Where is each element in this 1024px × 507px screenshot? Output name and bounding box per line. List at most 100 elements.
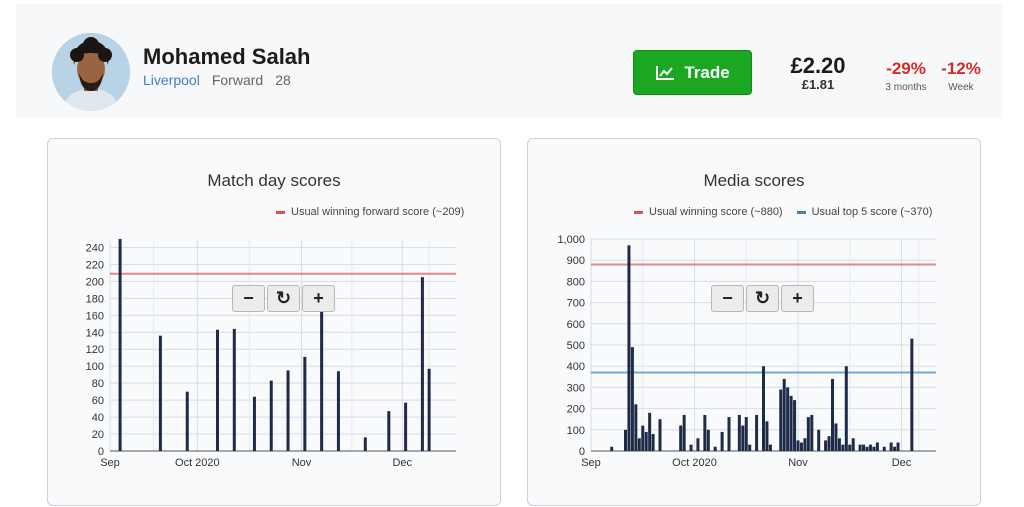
data-bar [737, 414, 741, 451]
data-bar [889, 442, 893, 451]
data-bar [893, 446, 897, 451]
legend-item[interactable]: Usual top 5 score (~370) [796, 206, 932, 218]
data-bar [824, 440, 828, 451]
x-tick-label: Dec [392, 457, 412, 469]
data-bar [744, 417, 748, 451]
y-tick-label: 220 [86, 259, 104, 271]
data-bar [755, 414, 759, 451]
data-bar [706, 429, 710, 451]
y-tick-label: 500 [567, 340, 585, 352]
data-bar [118, 239, 122, 451]
player-position: Forward [211, 72, 264, 88]
x-tick-label: Sep [100, 457, 120, 469]
y-tick-label: 200 [86, 276, 104, 288]
zoom-in-button[interactable]: + [781, 285, 814, 312]
media-chart[interactable]: 0 100 200 300 400 500 600 700 800 900 1,000 Sep Oct … [528, 139, 982, 507]
y-tick-label: 140 [86, 327, 104, 339]
data-bar [696, 438, 700, 451]
y-tick-label: 40 [92, 412, 104, 424]
y-tick-label: 20 [92, 429, 104, 441]
x-tick-label: Oct 2020 [672, 457, 717, 469]
data-bar [630, 347, 634, 451]
trade-button-label: Trade [684, 62, 730, 82]
zoom-out-button[interactable]: − [711, 285, 744, 312]
data-bar [252, 396, 256, 451]
data-bar [651, 434, 655, 451]
data-bar [782, 378, 786, 451]
data-bar [682, 414, 686, 451]
legend-swatch [796, 210, 806, 214]
data-bar [741, 425, 745, 451]
player-meta: Liverpool Forward 28 [143, 72, 291, 88]
data-bar [420, 277, 424, 451]
media-zoom-controls: − ↻ + [711, 285, 814, 312]
y-tick-label: 160 [86, 310, 104, 322]
data-bar [727, 417, 731, 451]
y-tick-label: 240 [86, 242, 104, 254]
y-tick-label: 0 [98, 446, 104, 458]
media-legend: Usual winning score (~880) Usual top 5 s… [634, 206, 932, 218]
data-bar [215, 329, 219, 451]
data-bar [882, 446, 886, 451]
x-tick-label: Oct 2020 [175, 457, 220, 469]
legend-item[interactable]: Usual winning score (~880) [634, 206, 783, 218]
y-tick-label: 80 [92, 378, 104, 390]
zoom-reset-button[interactable]: ↻ [267, 285, 300, 312]
data-bar [762, 366, 765, 451]
data-bar [679, 425, 683, 451]
data-bar [648, 412, 652, 451]
data-bar [865, 446, 869, 451]
player-name: Mohamed Salah [143, 44, 311, 69]
data-bar [868, 444, 872, 451]
zoom-reset-button[interactable]: ↻ [746, 285, 779, 312]
zoom-out-button[interactable]: − [232, 285, 265, 312]
data-bar [875, 442, 879, 451]
change-3-months: -29% 3 months [882, 59, 930, 93]
match-day-chart[interactable]: 0 20 40 60 80 100 120 140 160 180 200 220 240 Sep Oct … [48, 139, 502, 507]
data-bar [799, 442, 803, 451]
change-week: -12% Week [938, 59, 984, 93]
match-day-scores-card: Match day scores Usual winning forward s… [47, 138, 501, 506]
data-bar [286, 370, 290, 451]
data-bar [765, 421, 769, 451]
x-tick-label: Dec [892, 457, 912, 469]
data-bar [837, 438, 841, 451]
trade-button[interactable]: Trade [633, 50, 752, 95]
data-bar [303, 356, 307, 451]
player-club-link[interactable]: Liverpool [143, 72, 200, 88]
data-bar [806, 417, 810, 451]
data-bar [185, 391, 189, 451]
y-tick-label: 800 [567, 276, 585, 288]
y-tick-label: 0 [579, 446, 585, 458]
data-bar [610, 446, 614, 451]
data-bar [404, 402, 408, 451]
data-bar [817, 429, 821, 451]
data-bar [387, 411, 391, 451]
data-bar [336, 371, 340, 451]
legend-swatch [634, 210, 643, 214]
data-bar [848, 444, 852, 451]
data-bar [810, 414, 814, 451]
x-tick-label: Sep [581, 457, 601, 469]
data-bar [803, 438, 807, 451]
player-photo-icon [52, 33, 130, 111]
data-bar [786, 387, 790, 451]
current-price: £2.20 [790, 53, 846, 78]
change-week-label: Week [948, 82, 974, 93]
y-tick-label: 1,000 [557, 234, 585, 246]
match-day-chart-title: Match day scores [207, 171, 341, 190]
change-week-value: -12% [941, 59, 981, 78]
y-tick-label: 120 [86, 344, 104, 356]
y-tick-label: 400 [567, 361, 585, 373]
legend-item[interactable]: Usual winning forward score (~209) [276, 206, 464, 218]
y-tick-label: 60 [92, 395, 104, 407]
data-bar [831, 378, 834, 451]
legend-label: Usual winning forward score (~209) [291, 206, 465, 218]
data-bar [713, 446, 717, 451]
change-3-months-label: 3 months [885, 82, 927, 93]
y-tick-label: 300 [567, 382, 585, 394]
data-bar [363, 437, 367, 451]
data-bar [624, 429, 627, 451]
zoom-in-button[interactable]: + [302, 285, 335, 312]
data-bar [793, 400, 797, 451]
